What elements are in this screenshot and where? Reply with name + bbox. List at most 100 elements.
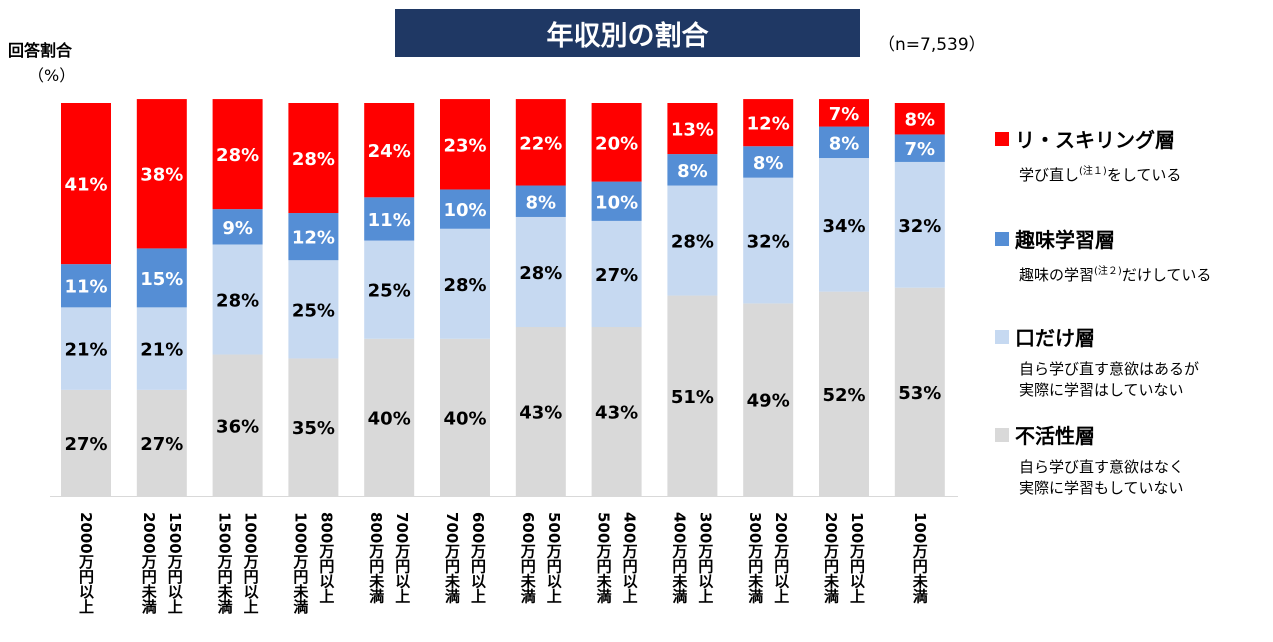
data-label: 10% <box>443 200 486 221</box>
data-label: 49% <box>747 391 790 412</box>
bar-segment <box>440 338 490 496</box>
legend-label-hobby: 趣味学習層 <box>1015 228 1115 252</box>
data-label: 27% <box>595 265 638 286</box>
bar-segment <box>288 103 339 214</box>
bar-segment <box>288 213 339 261</box>
bar-segment <box>61 103 111 265</box>
bar-segment <box>136 307 187 390</box>
bar-segment <box>515 185 566 217</box>
legend-desc-hobby: 趣味の学習(注２)だけしている <box>1019 266 1212 284</box>
legend-item-inactive: 不活性層 自ら学び直す意欲はなく 実際に学習もしていない <box>995 420 1184 499</box>
bar-segment <box>212 354 263 496</box>
x-tick-label: 500万円以上 <box>545 512 563 604</box>
bar-segment <box>440 99 490 190</box>
legend-swatch-inactive <box>995 427 1009 442</box>
data-label: 36% <box>216 416 259 437</box>
legend-item-hobby: 趣味学習層 趣味の学習(注２)だけしている <box>995 224 1211 286</box>
data-label: 43% <box>595 403 638 424</box>
data-label: 53% <box>898 383 941 404</box>
data-label: 7% <box>829 104 860 125</box>
data-label: 22% <box>519 133 562 154</box>
sample-size: （n=7,539） <box>878 35 986 55</box>
bar-segment <box>515 216 566 328</box>
data-label: 24% <box>368 141 411 162</box>
x-tick-label: 2000万円未満 <box>140 512 158 615</box>
x-tick-label: 800万円以上 <box>317 512 335 604</box>
legend-swatch-hobby <box>995 231 1009 246</box>
x-tick-label: 1000万円未満 <box>291 512 309 615</box>
data-label: 28% <box>519 263 562 284</box>
bar-segment <box>364 240 415 339</box>
bar-segment <box>591 103 642 182</box>
x-tick-label: 1000万円以上 <box>242 512 260 614</box>
data-label: 34% <box>822 216 865 237</box>
data-label: 51% <box>671 387 714 408</box>
x-tick-label: 2000万円以上 <box>77 512 95 614</box>
data-label: 40% <box>443 408 486 429</box>
bar-segment <box>212 244 263 355</box>
bar-segment <box>364 338 415 496</box>
legend-desc-reskilling: 学び直し(注１)をしている <box>1019 166 1182 184</box>
x-tick-label: 600万円以上 <box>469 512 487 604</box>
bar-segment <box>288 358 339 496</box>
data-label: 27% <box>64 434 107 455</box>
data-label: 8% <box>753 153 784 174</box>
x-tick-label: 100万円未満 <box>911 512 929 605</box>
bar-segment <box>819 291 869 496</box>
bar-segment <box>136 99 187 249</box>
bar-segment <box>364 197 415 241</box>
x-tick-label: 100万円以上 <box>848 512 866 604</box>
bar-segment <box>667 295 718 496</box>
bar-segment <box>819 99 869 127</box>
legend-swatch-talk-only <box>995 329 1009 344</box>
x-tick-label: 400万円未満 <box>670 512 688 605</box>
data-label: 41% <box>64 175 107 196</box>
x-tick-label: 1500万円以上 <box>166 512 184 614</box>
data-label: 11% <box>64 277 107 298</box>
data-label: 32% <box>747 232 790 253</box>
data-label: 28% <box>443 275 486 296</box>
bar-segment <box>61 264 111 308</box>
x-tick-label: 700万円以上 <box>393 512 411 604</box>
data-label: 27% <box>140 434 183 455</box>
data-label: 43% <box>519 403 562 424</box>
data-label: 9% <box>222 218 253 239</box>
data-label: 21% <box>140 340 183 361</box>
y-axis-label: 回答割合 <box>8 41 73 60</box>
data-label: 40% <box>368 408 411 429</box>
bar-segment <box>440 228 490 339</box>
legend-item-reskilling: リ・スキリング層 学び直し(注１)をしている <box>995 124 1181 186</box>
bar-segment <box>894 103 945 135</box>
x-tick-label: 800万円未満 <box>367 512 385 605</box>
x-tick-label: 300万円未満 <box>746 512 764 605</box>
data-label: 21% <box>64 340 107 361</box>
data-label: 25% <box>292 300 335 321</box>
x-tick-label: 200万円以上 <box>772 512 790 604</box>
bar-segment <box>743 146 794 178</box>
data-label: 13% <box>671 120 714 141</box>
bar-segment <box>667 154 718 186</box>
bar-segment <box>667 103 718 155</box>
x-tick-label: 700万円未満 <box>443 512 461 605</box>
bar-segment <box>591 181 642 221</box>
data-label: 25% <box>368 281 411 302</box>
data-label: 8% <box>829 133 860 154</box>
data-label: 35% <box>292 418 335 439</box>
legend-item-talk-only: 口だけ層 自ら学び直す意欲はあるが 実際に学習はしていない <box>995 322 1199 401</box>
bar-segment <box>364 103 415 198</box>
legend-desc-talk-only: 自ら学び直す意欲はあるが 実際に学習はしていない <box>1019 360 1200 399</box>
data-label: 52% <box>822 385 865 406</box>
data-label: 8% <box>905 110 936 131</box>
bar-segment <box>136 389 187 496</box>
data-label: 38% <box>140 165 183 186</box>
legend-swatch-reskilling <box>995 131 1009 146</box>
bar-segment <box>894 287 945 496</box>
data-label: 28% <box>216 291 259 312</box>
bar-segment <box>894 161 945 288</box>
x-tick-label: 400万円以上 <box>621 512 639 604</box>
data-label: 8% <box>526 192 557 213</box>
bar-segment <box>591 327 642 496</box>
legend-desc-inactive: 自ら学び直す意欲はなく 実際に学習もしていない <box>1019 458 1185 497</box>
bar-segment <box>61 389 111 496</box>
data-label: 28% <box>292 149 335 170</box>
